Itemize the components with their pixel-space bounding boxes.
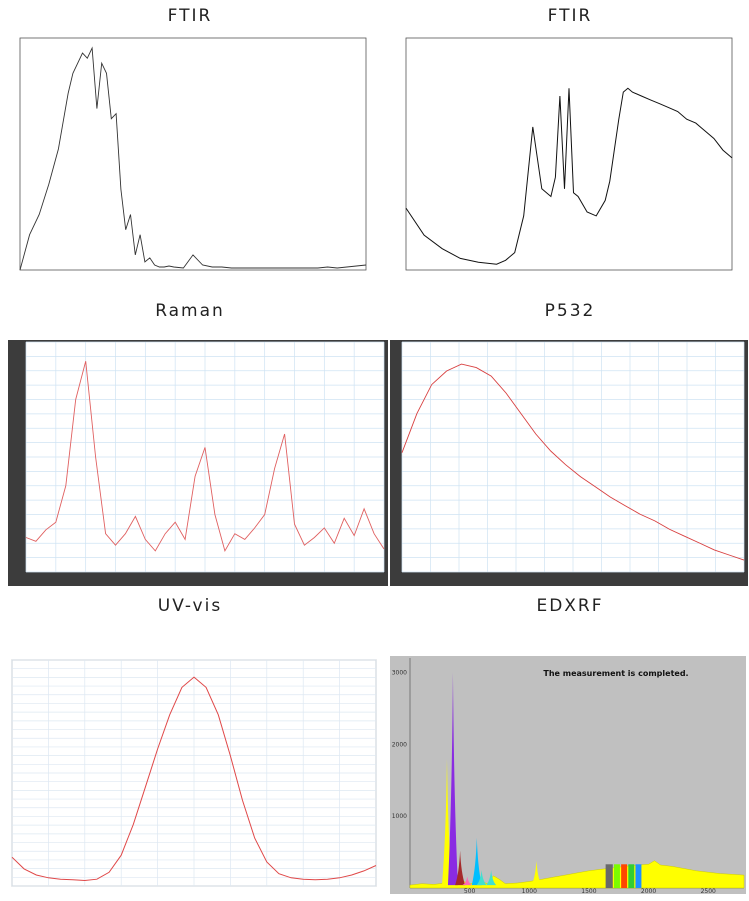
chart-title-edxrf: EDXRF: [536, 596, 604, 616]
edxrf-ytick-label: 3000: [392, 669, 407, 676]
edxrf-element-band-3: [628, 864, 635, 888]
edxrf-peak-1: [447, 672, 458, 886]
raman-spectrum-line: [25, 361, 385, 553]
p532-spectrum-line: [401, 363, 745, 561]
edxrf-background: [390, 656, 746, 894]
edxrf-xtick-label: 2500: [701, 888, 716, 894]
chart-title-p532: P532: [544, 301, 596, 321]
edxrf-peak-5: [476, 870, 487, 886]
edxrf-xtick-label: 1500: [581, 888, 596, 894]
edxrf-xtick-label: 500: [464, 888, 476, 894]
p532-chart: [390, 340, 748, 586]
edxrf-element-band-2: [621, 864, 628, 888]
uvvis-chart: [4, 656, 378, 894]
edxrf-xtick-label: 1000: [522, 888, 537, 894]
edxrf-peak-7: [531, 860, 542, 886]
edxrf-xtick-label: 2000: [641, 888, 656, 894]
edxrf-ytick-label: 2000: [392, 741, 407, 748]
edxrf-chart: 1000 2000 3000 500 1000 1500 2000 2500 The measu…: [390, 656, 746, 894]
edxrf-element-band-0: [605, 864, 613, 888]
edxrf-element-band-1: [613, 864, 620, 888]
chart-title-raman: Raman: [155, 301, 225, 321]
ftir-chart-2: [392, 34, 737, 286]
ftir-2-spectrum-line: [405, 87, 733, 265]
p532-grid: [401, 341, 745, 573]
chart-title-uvvis: UV-vis: [157, 596, 223, 616]
edxrf-element-band-4: [635, 864, 642, 888]
edxrf-peak-4: [471, 837, 482, 886]
chart-title-ftir-2: FTIR: [547, 6, 593, 26]
plot-frame: [405, 37, 733, 271]
raman-grid: [25, 341, 385, 573]
chart-title-ftir-1: FTIR: [167, 6, 213, 26]
uvvis-grid: [11, 659, 377, 887]
edxrf-peak-2: [455, 850, 466, 886]
raman-chart: [8, 340, 388, 586]
uvvis-absorbance-line: [11, 676, 377, 882]
edxrf-peak-3: [462, 876, 473, 886]
edxrf-ytick-label: 1000: [392, 813, 407, 820]
ftir-1-spectrum-line: [19, 46, 367, 271]
plot-frame: [19, 37, 367, 271]
edxrf-peak-6: [486, 870, 497, 886]
ftir-chart-1: [4, 34, 372, 286]
edxrf-status-message: The measurement is completed.: [543, 669, 688, 678]
